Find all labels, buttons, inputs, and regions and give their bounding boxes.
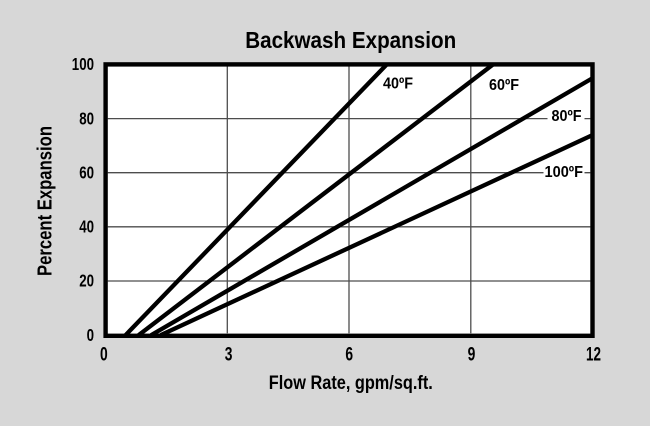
svg-text:80: 80 bbox=[79, 108, 94, 128]
svg-text:80ºF: 80ºF bbox=[552, 108, 582, 125]
svg-text:40ºF: 40ºF bbox=[383, 76, 413, 93]
svg-text:100ºF: 100ºF bbox=[545, 164, 584, 181]
svg-text:Percent Expansion: Percent Expansion bbox=[35, 126, 57, 276]
svg-text:60: 60 bbox=[79, 162, 94, 182]
svg-text:12: 12 bbox=[586, 345, 601, 366]
svg-text:100: 100 bbox=[72, 54, 94, 74]
svg-text:9: 9 bbox=[468, 345, 476, 366]
svg-text:6: 6 bbox=[345, 345, 353, 366]
svg-text:3: 3 bbox=[225, 345, 233, 366]
svg-text:Flow Rate, gpm/sq.ft.: Flow Rate, gpm/sq.ft. bbox=[269, 372, 433, 394]
svg-text:0: 0 bbox=[87, 325, 95, 345]
svg-text:0: 0 bbox=[100, 345, 108, 366]
svg-text:40: 40 bbox=[79, 217, 94, 237]
svg-text:60ºF: 60ºF bbox=[489, 77, 519, 94]
svg-text:Backwash Expansion: Backwash Expansion bbox=[245, 27, 456, 53]
svg-text:20: 20 bbox=[79, 271, 94, 291]
